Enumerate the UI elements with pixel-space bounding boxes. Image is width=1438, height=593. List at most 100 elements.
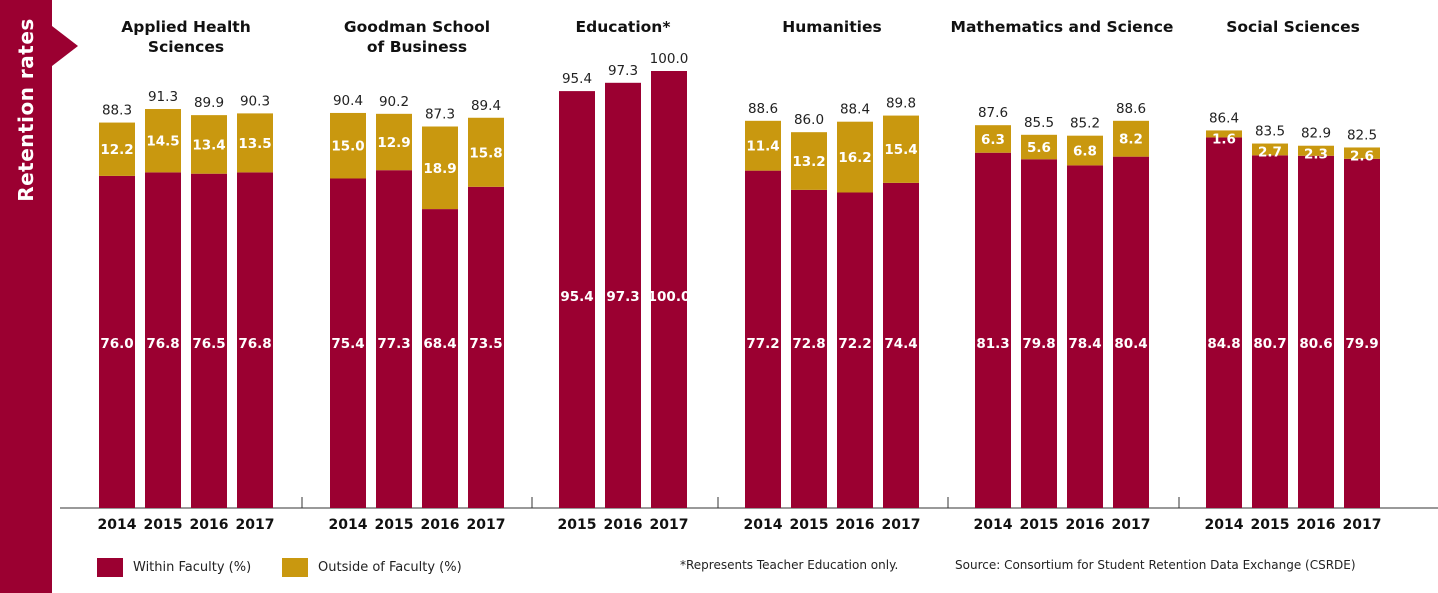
bar-within: [1067, 165, 1103, 508]
outside-label: 2.6: [1350, 148, 1374, 164]
within-label: 73.5: [469, 336, 502, 352]
bar-outside: [330, 112, 366, 179]
year-tick-label: 2015: [1251, 517, 1290, 533]
within-label: 78.4: [1068, 336, 1101, 352]
year-tick-label: 2014: [98, 517, 137, 533]
within-label: 76.0: [100, 336, 133, 352]
bar-within: [837, 192, 873, 508]
outside-label: 6.8: [1073, 144, 1097, 160]
year-tick-label: 2014: [744, 517, 783, 533]
sidebar-pointer-icon: [52, 26, 78, 66]
total-label: 90.2: [379, 94, 409, 110]
total-label: 100.0: [650, 51, 689, 67]
legend-label-outside: Outside of Faculty (%): [318, 559, 462, 575]
bar-outside: [1021, 134, 1057, 160]
group-title: Education*: [576, 18, 671, 36]
bar-within: [376, 170, 412, 508]
total-label: 89.4: [471, 98, 501, 114]
legend-swatch-outside: [282, 557, 308, 577]
outside-label: 2.7: [1258, 145, 1282, 161]
legend-label-within: Within Faculty (%): [133, 559, 252, 575]
bar-within: [975, 152, 1011, 508]
year-tick-label: 2014: [329, 517, 368, 533]
bar-outside: [1298, 145, 1334, 156]
bar-within: [883, 182, 919, 508]
bar-within: [237, 172, 273, 508]
total-label: 88.4: [840, 102, 870, 118]
bar-outside: [1067, 135, 1103, 166]
bar-outside: [1206, 130, 1242, 138]
bar-outside: [376, 113, 412, 171]
bar-within: [651, 71, 687, 508]
bar-outside: [1113, 120, 1149, 157]
bar-outside: [1252, 143, 1288, 156]
within-label: 95.4: [560, 289, 593, 305]
bar-outside: [99, 122, 135, 176]
year-tick-label: 2016: [1297, 517, 1336, 533]
outside-label: 15.4: [884, 142, 917, 158]
total-label: 88.6: [748, 101, 778, 117]
group-title: Sciences: [148, 38, 224, 56]
year-tick-label: 2017: [236, 517, 275, 533]
total-label: 97.3: [608, 63, 638, 79]
bar-outside: [422, 126, 458, 210]
year-tick-label: 2015: [1020, 517, 1059, 533]
total-label: 82.5: [1347, 127, 1377, 143]
year-tick-label: 2016: [190, 517, 229, 533]
year-tick-label: 2017: [1343, 517, 1382, 533]
bar-within: [145, 172, 181, 508]
within-label: 72.8: [792, 336, 825, 352]
total-label: 85.2: [1070, 116, 1100, 132]
outside-label: 16.2: [838, 150, 871, 166]
bar-outside: [191, 115, 227, 174]
within-label: 77.3: [377, 336, 410, 352]
outside-label: 1.6: [1212, 131, 1236, 147]
total-label: 82.9: [1301, 126, 1331, 142]
within-label: 79.8: [1022, 336, 1055, 352]
within-label: 84.8: [1207, 336, 1240, 352]
bar-outside: [975, 125, 1011, 153]
group-title: of Business: [367, 38, 467, 56]
within-label: 81.3: [976, 336, 1009, 352]
bar-within: [1344, 158, 1380, 508]
total-label: 88.6: [1116, 101, 1146, 117]
bar-within: [791, 189, 827, 508]
year-tick-label: 2014: [974, 517, 1013, 533]
total-label: 91.3: [148, 89, 178, 105]
within-label: 75.4: [331, 336, 364, 352]
outside-label: 6.3: [981, 132, 1005, 148]
total-label: 90.3: [240, 93, 270, 109]
bar-outside: [837, 121, 873, 193]
year-tick-label: 2017: [467, 517, 506, 533]
bar-within: [745, 170, 781, 509]
bar-within: [1252, 155, 1288, 508]
within-label: 80.6: [1299, 336, 1332, 352]
within-label: 97.3: [606, 289, 639, 305]
year-tick-label: 2014: [1205, 517, 1244, 533]
bar-outside: [145, 109, 181, 173]
source-note: Source: Consortium for Student Retention…: [955, 558, 1356, 572]
legend-swatch-within: [97, 557, 123, 577]
within-label: 76.5: [192, 336, 225, 352]
year-tick-label: 2015: [375, 517, 414, 533]
total-label: 90.4: [333, 93, 363, 109]
within-label: 76.8: [238, 336, 271, 352]
outside-label: 13.4: [192, 137, 225, 153]
outside-label: 12.9: [377, 135, 410, 151]
bar-outside: [883, 115, 919, 183]
bar-outside: [1344, 147, 1380, 159]
within-label: 100.0: [648, 289, 691, 305]
outside-label: 12.2: [100, 142, 133, 158]
year-tick-label: 2017: [882, 517, 921, 533]
year-tick-label: 2015: [790, 517, 829, 533]
year-tick-label: 2016: [1066, 517, 1105, 533]
outside-label: 15.8: [469, 145, 502, 161]
total-label: 83.5: [1255, 124, 1285, 140]
bar-within: [605, 82, 641, 508]
group-title: Mathematics and Science: [951, 18, 1174, 36]
bar-within: [559, 91, 595, 509]
within-label: 68.4: [423, 336, 456, 352]
footnote: *Represents Teacher Education only.: [680, 558, 899, 572]
total-label: 86.0: [794, 112, 824, 128]
total-label: 85.5: [1024, 115, 1054, 131]
